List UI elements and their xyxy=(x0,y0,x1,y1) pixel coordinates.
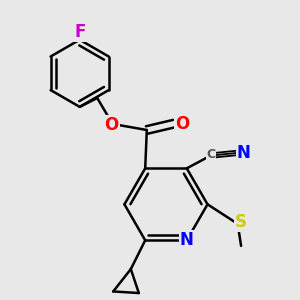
Text: O: O xyxy=(104,116,119,134)
Text: O: O xyxy=(175,115,189,133)
Text: N: N xyxy=(180,231,194,249)
Text: N: N xyxy=(236,144,250,162)
Text: F: F xyxy=(74,23,85,41)
Text: C: C xyxy=(206,148,215,161)
Text: S: S xyxy=(235,213,247,231)
